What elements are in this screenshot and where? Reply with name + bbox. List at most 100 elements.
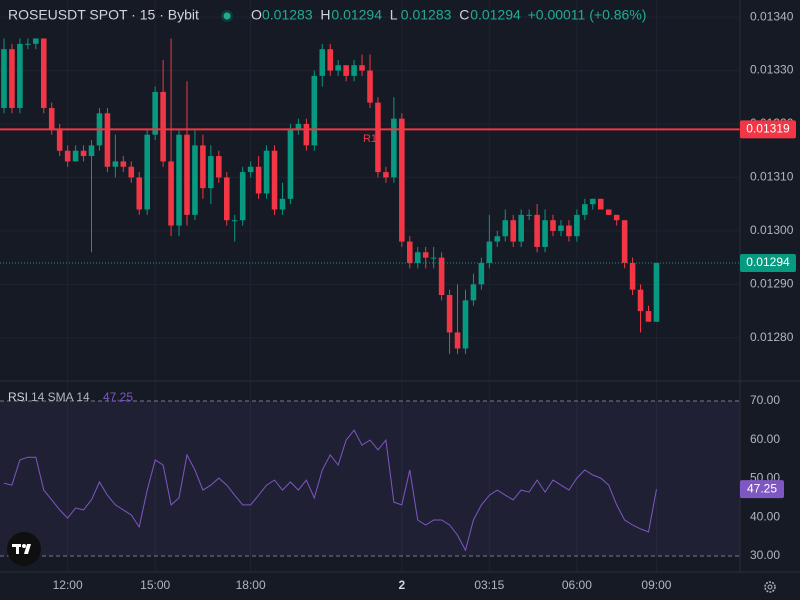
candle-body xyxy=(470,284,477,301)
status-dot xyxy=(223,12,231,20)
candle-body xyxy=(526,214,532,216)
candle-body xyxy=(414,252,421,263)
candle-body xyxy=(446,295,453,333)
candle-body xyxy=(359,65,365,71)
candle-body xyxy=(295,123,302,130)
ohlc-value: 0.01283 xyxy=(262,7,313,23)
candle-body xyxy=(462,300,469,349)
candle-body xyxy=(120,161,127,167)
candle-body xyxy=(17,43,23,108)
candle-body xyxy=(613,214,620,221)
y-tick-label: 0.01290 xyxy=(750,277,794,291)
rsi-value: 47.25 xyxy=(103,390,133,404)
candle-body xyxy=(279,198,286,210)
x-tick-label: 18:00 xyxy=(236,578,266,592)
candle-body xyxy=(629,262,636,290)
y-tick-label: 40.00 xyxy=(750,509,780,523)
x-tick-label: 03:15 xyxy=(474,578,504,592)
candle-body xyxy=(375,102,381,173)
candle-body xyxy=(263,150,270,194)
ohlc-value: 0.01294 xyxy=(331,7,382,23)
candle-body xyxy=(303,123,310,146)
candle-body xyxy=(621,220,628,263)
rsi-title: RSI xyxy=(8,390,28,404)
ohlc-key: O xyxy=(251,7,262,23)
candle-body xyxy=(9,49,15,108)
candle-body xyxy=(311,75,318,146)
candle-body xyxy=(399,118,405,242)
gear-icon[interactable] xyxy=(764,581,776,593)
y-tick-label: 60.00 xyxy=(750,432,780,446)
rsi-tag xyxy=(740,480,784,499)
x-tick-label: 06:00 xyxy=(562,578,592,592)
y-tick-label: 0.01300 xyxy=(750,223,794,237)
logo-bg xyxy=(7,532,41,566)
candle-body xyxy=(192,145,198,215)
candle-body xyxy=(510,220,517,242)
change: +0.00011 (+0.86%) xyxy=(528,7,647,23)
resistance-tag xyxy=(740,120,796,139)
candle-body xyxy=(168,161,174,226)
candle-body xyxy=(144,134,150,210)
candle-body xyxy=(637,289,644,312)
legend-header: ROSEUSDT SPOT · 15 · Bybit O 0.01283 H 0.01… xyxy=(8,7,646,23)
candle-body xyxy=(590,198,596,205)
y-tick-label: 0.01330 xyxy=(750,63,794,77)
settings-button[interactable] xyxy=(764,581,776,593)
y-tick-label: 0.01280 xyxy=(750,330,794,344)
candle-body xyxy=(200,145,206,189)
y-tick-label: 70.00 xyxy=(750,393,780,407)
candle-body xyxy=(1,49,7,108)
candle-body xyxy=(558,225,564,231)
y-tick-label: 30.00 xyxy=(750,548,780,562)
candle-body xyxy=(645,311,652,322)
candle-body xyxy=(582,204,588,215)
ohlc-key: H xyxy=(320,7,330,23)
candle-body xyxy=(128,166,135,178)
candle-body xyxy=(223,177,230,221)
candle-body xyxy=(486,241,493,263)
candle-body xyxy=(550,220,556,231)
ohlc-value: 0.01294 xyxy=(470,7,521,23)
candle-body xyxy=(391,118,397,178)
candle-body xyxy=(25,43,31,45)
candle-body xyxy=(136,177,143,210)
candle-body xyxy=(255,166,262,194)
candle-body xyxy=(64,150,71,162)
candle-body xyxy=(407,241,413,263)
candle-body xyxy=(33,38,39,44)
resistance-label: R1 xyxy=(363,133,377,145)
x-tick-label: 2 xyxy=(398,578,405,592)
candle-body xyxy=(48,107,55,130)
candle-body xyxy=(383,172,389,178)
ohlc-key: C xyxy=(459,7,469,23)
candle-body xyxy=(494,236,501,242)
candle-body xyxy=(574,214,580,237)
candle-body xyxy=(454,332,461,349)
candle-body xyxy=(88,145,95,157)
candle-body xyxy=(597,198,604,210)
candle-body xyxy=(319,49,326,76)
last-price-tag xyxy=(740,253,796,272)
candle-body xyxy=(478,262,485,285)
x-tick-label: 15:00 xyxy=(140,578,170,592)
ohlc-key: L xyxy=(390,7,398,23)
rsi-params: 14 SMA 14 xyxy=(31,390,90,404)
candle-body xyxy=(112,161,119,167)
gear-center[interactable] xyxy=(767,584,773,590)
rsi-line xyxy=(3,429,657,552)
candle-body xyxy=(351,65,357,76)
candle-body xyxy=(152,91,158,135)
candle-body xyxy=(160,91,166,162)
candle-body xyxy=(176,134,182,226)
candle-body xyxy=(40,38,47,108)
rsi-band xyxy=(0,400,740,557)
candle-body xyxy=(239,172,246,221)
y-tick-label: 0.01340 xyxy=(750,9,794,23)
candle-body xyxy=(287,129,294,199)
candle-body xyxy=(653,262,660,322)
logo-part xyxy=(16,544,19,554)
candle-body xyxy=(56,129,63,151)
